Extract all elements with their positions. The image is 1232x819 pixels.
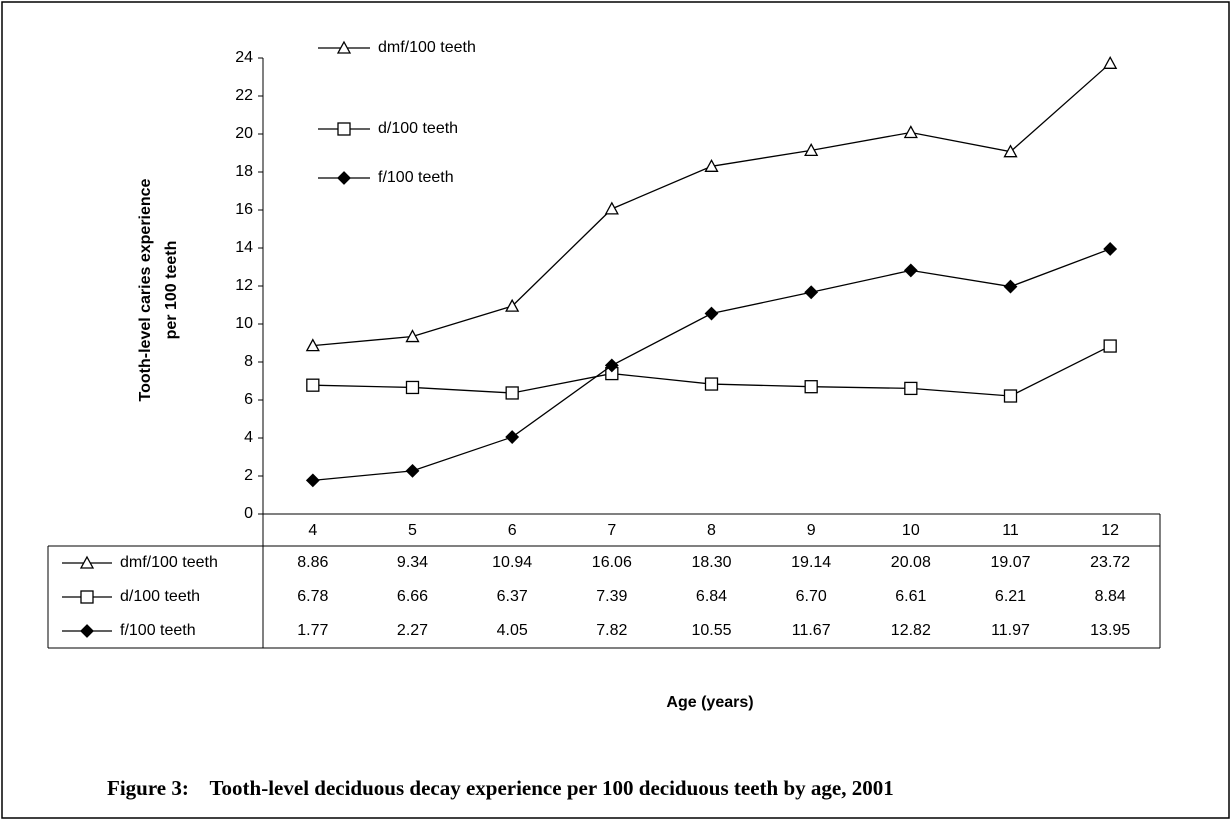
legend-marker [79,555,95,569]
table-cell: 10.94 [492,554,532,571]
data-point [1103,339,1117,353]
y-tick-label: 20 [235,125,253,142]
table-cell: 7.39 [596,588,627,605]
data-point [904,381,918,396]
data-point [1003,144,1018,158]
data-point [405,463,420,478]
table-cell: 10.55 [691,622,731,639]
y-tick-label: 0 [244,505,253,522]
y-tick-label: 8 [244,353,253,370]
y-tick-label: 16 [235,201,253,218]
x-tick-label: 4 [308,522,317,539]
table-cell: 6.70 [796,588,827,605]
legend-marker [337,122,351,136]
legend-label: dmf/100 teeth [378,39,476,56]
series-line [312,62,1111,347]
data-point [704,306,719,321]
data-point [306,378,320,392]
y-tick-label: 22 [235,87,253,104]
table-cell: 8.84 [1095,588,1126,605]
x-tick-label: 7 [607,522,616,539]
x-tick-label: 8 [707,522,716,539]
legend-marker [80,590,94,604]
table-cell: 13.95 [1090,622,1130,639]
table-cell: 6.66 [397,588,428,605]
table-cell: 20.08 [891,554,931,571]
table-cell: 19.07 [990,554,1030,571]
y-tick-label: 14 [235,239,253,256]
data-point [405,329,420,343]
table-cell: 6.84 [696,588,727,605]
x-tick-label: 12 [1101,522,1119,539]
table-cell: 23.72 [1090,554,1130,571]
data-point [804,285,819,300]
table-cell: 11.97 [991,622,1030,639]
legend-label: f/100 teeth [378,169,454,186]
table-cell: 9.34 [397,554,428,571]
data-point [1003,279,1018,294]
table-cell: 18.30 [691,554,731,571]
series-line [312,248,1111,482]
figure-caption: Figure 3: Tooth-level deciduous decay ex… [107,776,894,800]
table-cell: 2.27 [397,622,428,639]
data-point [305,473,320,488]
table-cell: 8.86 [297,554,328,571]
table-cell: 19.14 [791,554,831,571]
table-row-label: d/100 teeth [120,588,200,605]
x-tick-label: 9 [807,522,816,539]
data-point [604,201,619,215]
data-point [505,298,520,312]
data-point [704,158,719,172]
x-tick-label: 11 [1002,522,1019,539]
table-cell: 4.05 [497,622,528,639]
y-tick-label: 10 [235,315,253,332]
table-cell: 1.77 [297,622,328,639]
y-axis-title: per 100 teeth [163,241,180,340]
legend-marker [80,624,94,638]
table-cell: 7.82 [596,622,627,639]
table-cell: 6.78 [297,588,328,605]
x-tick-label: 5 [408,522,417,539]
x-tick-label: 10 [902,522,920,539]
data-point [903,263,918,278]
legend-marker [336,40,352,54]
data-point [903,125,918,139]
data-point [704,377,719,391]
data-point [604,358,619,373]
y-tick-label: 24 [235,49,253,66]
table-cell: 6.37 [497,588,528,605]
y-axis-title: Tooth-level caries experience [137,178,154,401]
data-point [804,380,818,394]
y-tick-label: 18 [235,163,253,180]
table-cell: 11.67 [792,622,831,639]
y-tick-label: 12 [235,277,253,294]
table-cell: 12.82 [891,622,931,639]
data-point [505,430,520,444]
data-point [804,142,819,156]
x-tick-label: 6 [508,522,517,539]
data-point [1103,242,1118,256]
table-cell: 6.61 [895,588,926,605]
data-point [305,338,320,352]
data-point [1003,389,1018,403]
table-row-label: dmf/100 teeth [120,554,218,571]
table-cell: 16.06 [592,554,632,571]
data-point [405,380,420,395]
data-point [1103,55,1118,69]
y-tick-label: 6 [244,391,253,408]
y-tick-label: 2 [244,467,253,484]
table-cell: 6.21 [995,588,1026,605]
legend-label: d/100 teeth [378,120,458,137]
data-point [505,386,519,400]
legend-marker [337,171,351,185]
x-axis-title: Age (years) [666,694,753,711]
y-tick-label: 4 [244,429,253,446]
table-row-label: f/100 teeth [120,622,196,639]
